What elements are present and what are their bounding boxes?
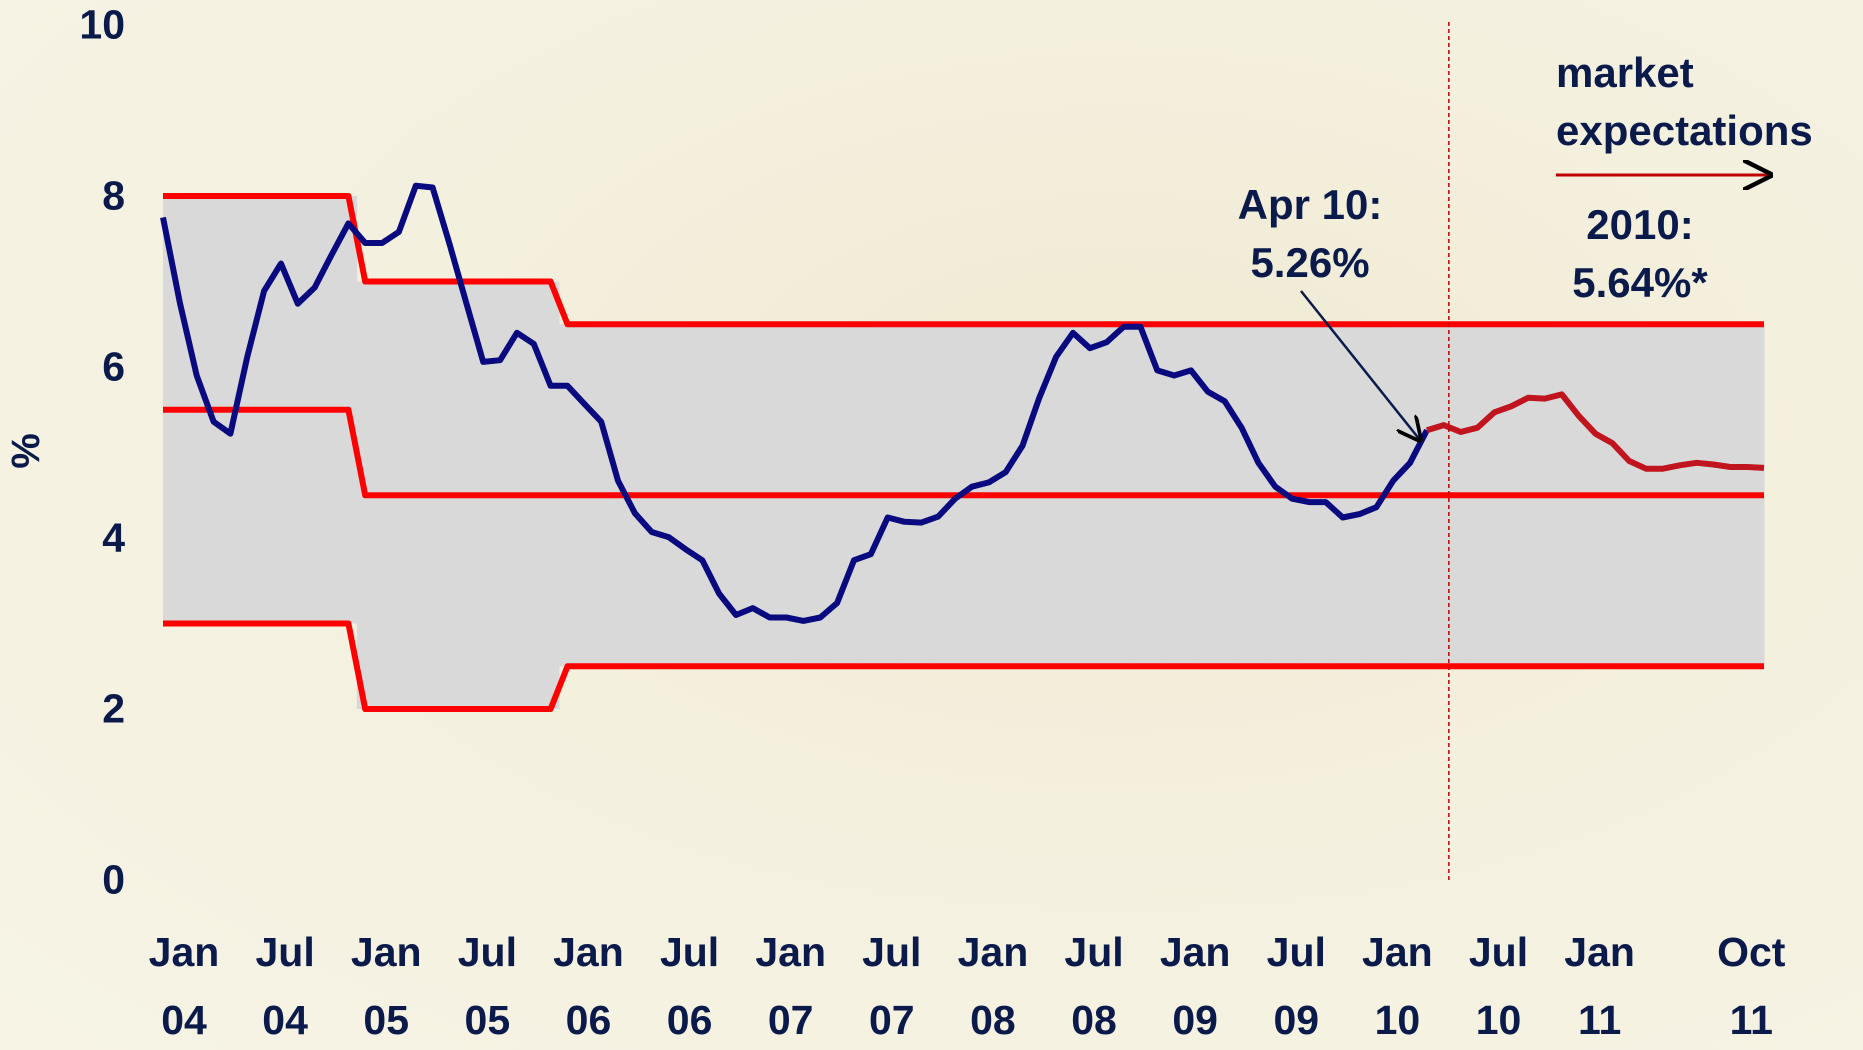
y-axis-label: % (0, 433, 55, 469)
annotation: market expectations (1556, 44, 1813, 160)
x-tick-label: Jul 06 (660, 918, 719, 1050)
x-tick-label: Jul 08 (1064, 918, 1123, 1050)
y-tick-label: 0 (45, 857, 125, 904)
y-tick-label: 2 (45, 686, 125, 733)
x-tick-label: Jul 09 (1267, 918, 1326, 1050)
x-tick-label: Jan 10 (1362, 918, 1433, 1050)
y-tick-label: 10 (45, 2, 125, 49)
x-tick-label: Jan 11 (1564, 918, 1635, 1050)
x-tick-label: Jul 07 (862, 918, 921, 1050)
x-tick-label: Jul 10 (1469, 918, 1528, 1050)
x-tick-label: Jan 08 (958, 918, 1029, 1050)
x-tick-label: Jan 05 (351, 918, 422, 1050)
x-tick-label: Jan 09 (1160, 918, 1231, 1050)
x-tick-label: Oct 11 (1717, 918, 1785, 1050)
chart: % Apr 10: 5.26% market expectations 2010… (0, 0, 1863, 1050)
x-tick-label: Jan 07 (755, 918, 826, 1050)
x-tick-label: Jan 04 (149, 918, 220, 1050)
annotation: 2010: 5.64%* (1572, 196, 1707, 312)
x-tick-label: Jan 06 (553, 918, 624, 1050)
x-tick-label: Jul 05 (458, 918, 517, 1050)
y-tick-label: 8 (45, 173, 125, 220)
y-tick-label: 4 (45, 515, 125, 562)
y-tick-label: 6 (45, 344, 125, 391)
x-tick-label: Jul 04 (255, 918, 314, 1050)
annotation: Apr 10: 5.26% (1238, 176, 1383, 292)
